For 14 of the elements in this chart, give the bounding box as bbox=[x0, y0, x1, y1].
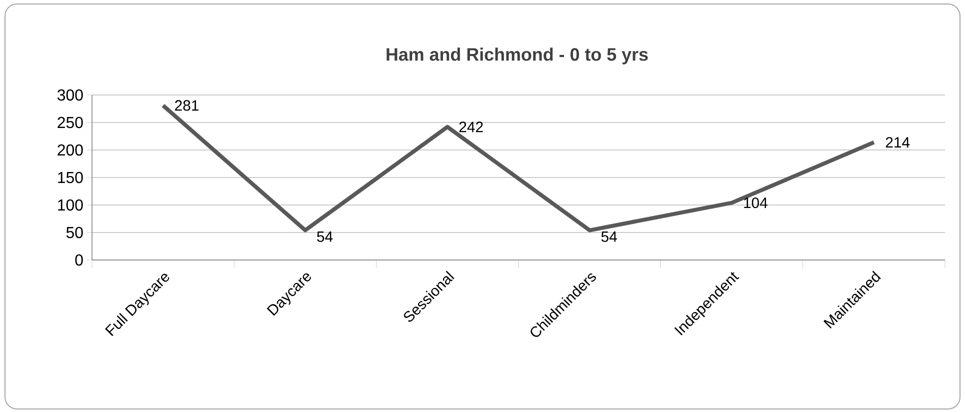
data-label: 54 bbox=[317, 232, 333, 242]
chart-title: Ham and Richmond - 0 to 5 yrs bbox=[386, 48, 648, 64]
data-label: 242 bbox=[459, 122, 483, 132]
y-tick-label: 300 bbox=[58, 89, 83, 101]
y-tick-label: 100 bbox=[58, 199, 83, 211]
y-tick-label: 200 bbox=[58, 144, 83, 156]
y-tick-label: 150 bbox=[58, 172, 83, 184]
data-label: 104 bbox=[744, 198, 768, 208]
data-label: 281 bbox=[175, 100, 198, 111]
y-tick-label: 50 bbox=[66, 226, 83, 238]
y-tick-label: 0 bbox=[75, 254, 83, 266]
data-label: 214 bbox=[886, 137, 910, 148]
y-tick-label: 250 bbox=[58, 116, 83, 128]
data-label: 54 bbox=[601, 232, 617, 242]
